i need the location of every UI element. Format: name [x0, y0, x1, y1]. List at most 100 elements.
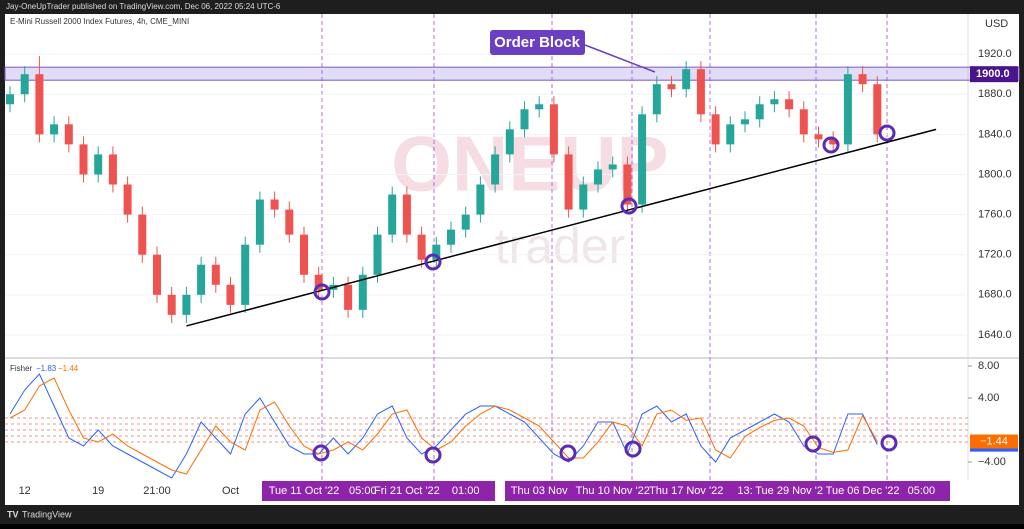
candle-body — [814, 134, 823, 140]
candle-body — [741, 119, 749, 125]
indicator-title: Fisher — [10, 364, 33, 373]
candle-body — [535, 104, 544, 110]
candle-body — [20, 74, 29, 95]
candle-body — [108, 154, 117, 185]
y-tick-label: 1720.0 — [978, 249, 1012, 261]
candle-body — [153, 254, 161, 295]
x-tick-label: Thu 03 Nov — [511, 485, 568, 497]
x-tick-label: Fri 21 Oct '22 — [374, 485, 440, 497]
date-highlight — [505, 481, 950, 501]
x-tick-label: Oct — [222, 485, 239, 497]
date-highlight — [262, 481, 495, 501]
x-tick-label: 12 — [19, 485, 31, 497]
y-tick-label: −4.00 — [978, 456, 1006, 468]
candle-body — [667, 84, 676, 90]
x-tick-label: 21:00 — [143, 485, 171, 497]
candle-body — [79, 144, 88, 175]
marks: 1920.0 1880.0 1840.0 1800.0 1760.0 1720.0 1680… — [4, 48, 1020, 497]
y-tick-label: 1880.0 — [978, 88, 1012, 100]
x-tick-label: Tue 11 Oct '22 — [269, 485, 340, 497]
trendline — [186, 128, 937, 327]
marker-circle — [822, 136, 840, 154]
candle-body — [491, 154, 500, 185]
candle-body — [843, 74, 852, 145]
candle-body — [402, 194, 411, 235]
chart-title: E-Mini Russell 2000 Index Futures, 4h, C… — [10, 17, 189, 26]
candle-body — [358, 274, 367, 310]
marker-circle — [880, 434, 898, 452]
candle-body — [564, 154, 573, 210]
candle-body — [755, 104, 764, 120]
candle-body — [873, 84, 882, 135]
currency: USD — [985, 18, 1008, 30]
fisher-line — [9, 373, 878, 479]
candle-body — [35, 74, 44, 135]
marker-circle — [804, 435, 822, 453]
candle-body — [608, 164, 617, 170]
candle-body — [799, 109, 808, 135]
order-block — [4, 66, 1020, 81]
x-tick-label: 05:00 — [349, 485, 377, 497]
fisher-line — [9, 377, 878, 475]
candle-body — [638, 114, 647, 205]
x-tick-label: Tue 29 Nov '2 — [755, 485, 823, 497]
annotation: Order Block — [494, 34, 581, 51]
candle-body — [226, 284, 235, 305]
marker-circle — [424, 446, 442, 464]
candle-body — [138, 214, 147, 255]
marker-circle — [313, 283, 331, 301]
marker-circle — [559, 444, 577, 462]
candle-body — [858, 74, 867, 85]
candle-body — [167, 294, 176, 315]
candle-body — [285, 209, 294, 235]
legend-value: −1.44 — [58, 364, 79, 373]
candle-body — [579, 184, 588, 210]
marker-circle — [624, 440, 642, 458]
candle-body — [476, 184, 485, 215]
y-tick-label: 8.00 — [978, 360, 999, 372]
y-tick-label: 1840.0 — [978, 128, 1012, 140]
candle-body — [447, 229, 455, 245]
y-tick-label: 4.00 — [978, 392, 999, 404]
y-tick-label: 1800.0 — [978, 168, 1012, 180]
candle-body — [726, 124, 735, 145]
candle-body — [711, 114, 720, 145]
y-tick-label: 1920.0 — [978, 48, 1012, 60]
candle-body — [696, 69, 705, 115]
candle-body — [432, 244, 441, 260]
x-tick-label: 19 — [92, 485, 104, 497]
candle-body — [270, 199, 279, 210]
candle-body — [594, 169, 602, 185]
marker-circle — [620, 197, 638, 215]
candle-body — [182, 294, 191, 315]
legend-value: −1.83 — [36, 364, 57, 373]
marker-circle — [312, 444, 330, 462]
logo: TV — [7, 509, 19, 519]
marker-circle — [424, 253, 442, 271]
candle-body — [549, 104, 558, 155]
annotation-connector — [584, 44, 656, 73]
y-tick-label: 1760.0 — [978, 208, 1012, 220]
candle-body — [241, 244, 250, 305]
candle-body — [50, 124, 59, 135]
candle-body — [417, 234, 426, 260]
candle-body — [123, 184, 132, 215]
x-tick-label: Thu 10 Nov '22 — [576, 485, 650, 497]
candle-body — [64, 124, 73, 145]
candle-body — [211, 264, 220, 285]
candle-body — [652, 84, 661, 115]
candle-body — [785, 99, 794, 110]
footer: TradingView — [22, 509, 72, 519]
y-tick-label: 1640.0 — [978, 329, 1012, 341]
candle-body — [520, 109, 529, 130]
value-badge-label: −1.44 — [980, 435, 1008, 447]
candle-body — [373, 234, 382, 275]
circles — [312, 124, 898, 464]
candle-body — [6, 94, 14, 105]
candle-body — [829, 139, 838, 145]
price-badge — [970, 66, 1018, 83]
candle-body — [461, 214, 470, 230]
candle-body — [314, 274, 323, 290]
candle-body — [770, 99, 779, 105]
candle-body — [300, 234, 308, 275]
